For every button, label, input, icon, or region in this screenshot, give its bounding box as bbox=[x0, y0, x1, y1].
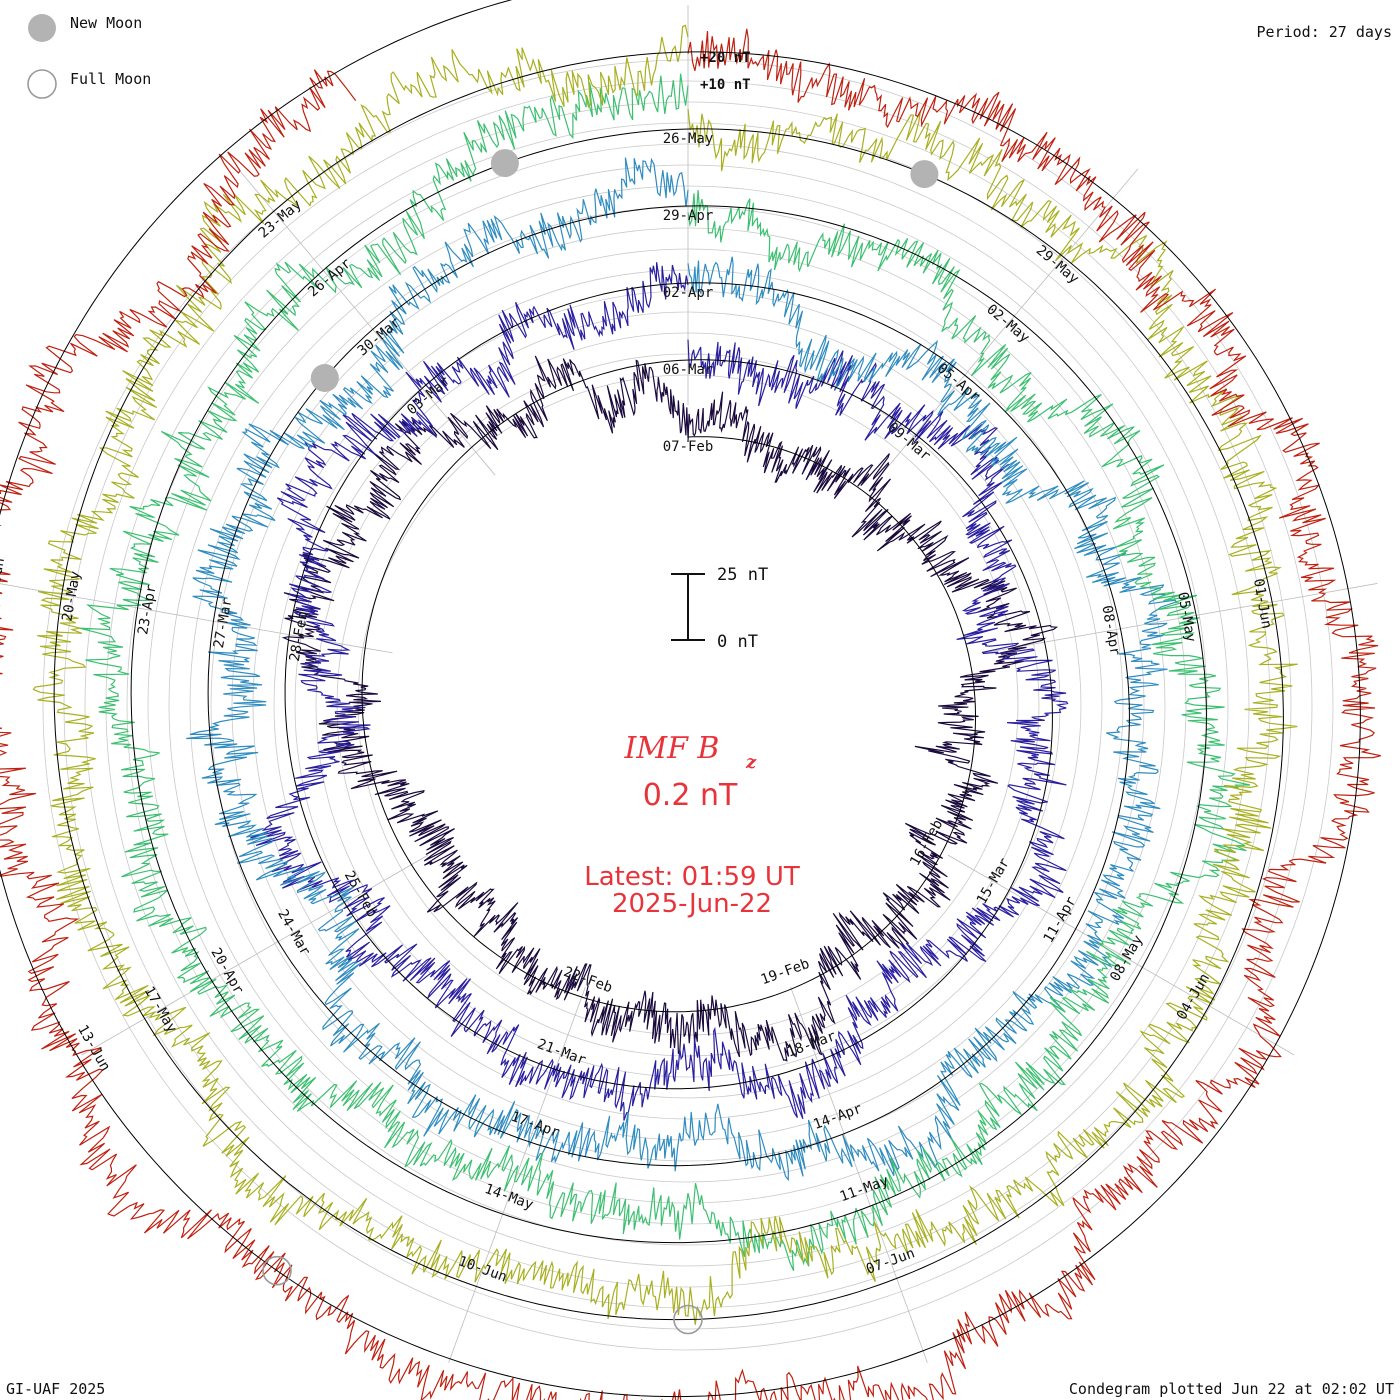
date-tick-label: 20-May bbox=[59, 570, 84, 623]
legend-full-moon-label: Full Moon bbox=[70, 70, 151, 88]
moon-phase-markers bbox=[262, 149, 939, 1335]
bz-series-rotation-4 bbox=[78, 73, 1251, 1271]
new-moon-icon bbox=[28, 14, 56, 42]
date-tick-label: 01-Jun bbox=[1250, 577, 1275, 630]
ring-scale-plus20: +20 nT bbox=[700, 50, 751, 66]
zero-baseline-spiral bbox=[0, 0, 1361, 1398]
bz-series-rotation-5 bbox=[32, 24, 1298, 1325]
center-title: IMF B bbox=[624, 731, 720, 766]
full-moon-marker-icon bbox=[262, 1255, 292, 1286]
bz-series-rotation-3 bbox=[186, 157, 1178, 1182]
day-spoke bbox=[448, 986, 586, 1363]
grid-ring bbox=[273, 290, 1103, 1120]
bz-series-rotation-2 bbox=[250, 262, 1069, 1121]
date-tick-label: 20-Apr bbox=[207, 945, 246, 997]
date-tick-label: 14-May bbox=[482, 1181, 535, 1213]
legend-new-moon-label: New Moon bbox=[70, 14, 142, 32]
bz-series-layer bbox=[0, 24, 1381, 1400]
footer-credit: GI-UAF 2025 bbox=[6, 1380, 105, 1398]
date-tick-label: 26-May bbox=[663, 131, 714, 147]
date-tick-label: 13-Jun bbox=[74, 1022, 113, 1074]
scale-bar-bottom-label: 0 nT bbox=[717, 632, 758, 652]
center-title-subscript: z bbox=[745, 752, 757, 773]
date-tick-label: 17-Apr bbox=[509, 1109, 562, 1141]
date-tick-label: 08-Apr bbox=[1098, 604, 1123, 657]
date-tick-label: 11-Apr bbox=[1041, 894, 1080, 946]
day-spoke bbox=[983, 583, 1378, 654]
date-tick-label: 06-Mar bbox=[663, 362, 714, 378]
bz-series-rotation-6 bbox=[0, 28, 1381, 1400]
full-moon-marker-icon bbox=[673, 1304, 703, 1335]
new-moon-marker-icon bbox=[910, 160, 939, 189]
day-spoke bbox=[947, 854, 1295, 1056]
current-bz-value: 0.2 nT bbox=[643, 778, 738, 813]
day-spoke bbox=[81, 854, 429, 1056]
date-tick-label: 02-Apr bbox=[663, 285, 714, 301]
new-moon-marker-icon bbox=[310, 364, 339, 392]
ring-scale-plus10: +10 nT bbox=[700, 77, 751, 93]
latest-date: 2025-Jun-22 bbox=[612, 889, 772, 919]
date-tick-label: 24-Mar bbox=[274, 907, 313, 959]
day-spoke bbox=[790, 986, 928, 1363]
day-spoke bbox=[0, 583, 393, 654]
grid-ring bbox=[336, 353, 1040, 1057]
scale-bar: 25 nT 0 nT bbox=[671, 565, 768, 652]
date-tick-label: 21-Mar bbox=[535, 1036, 588, 1068]
date-tick-label: 29-Apr bbox=[663, 208, 714, 224]
scale-bar-top-label: 25 nT bbox=[717, 565, 768, 585]
period-label: Period: 27 days bbox=[1257, 23, 1392, 41]
latest-time: Latest: 01:59 UT bbox=[584, 862, 800, 892]
zero-baseline bbox=[0, 0, 1361, 1398]
date-tick-label: 02-May bbox=[983, 301, 1032, 346]
bz-series-rotation-1 bbox=[281, 355, 1059, 1062]
date-tick-label: 26-Apr bbox=[305, 256, 354, 301]
new-moon-marker-icon bbox=[490, 149, 519, 178]
date-tick-label: 07-Feb bbox=[663, 439, 714, 455]
footer-timestamp: Condegram plotted Jun 22 at 02:02 UT bbox=[1069, 1380, 1394, 1398]
date-tick-label: 23-May bbox=[256, 197, 305, 242]
day-spoke bbox=[880, 168, 1139, 476]
full-moon-icon bbox=[27, 69, 57, 99]
grid-ring bbox=[357, 374, 1019, 1036]
date-tick-label: 16-Jun bbox=[0, 557, 8, 610]
